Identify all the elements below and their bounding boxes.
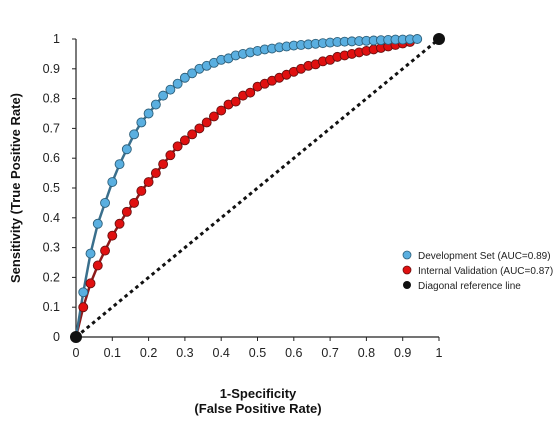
development-point [114, 159, 125, 170]
development-point [158, 90, 169, 101]
internal-validation-point [150, 168, 161, 179]
internal-validation-point [114, 218, 125, 229]
x-tick-label: 0.6 [285, 346, 302, 360]
development-point [92, 218, 103, 229]
x-axis-title-line2: (False Positive Rate) [194, 401, 321, 416]
x-ticks: 0 0.1 0.2 0.3 0.4 0.5 0.6 0.7 0.8 0.9 1 [73, 337, 443, 360]
y-axis-title: Sensitivity (True Positive Rate) [8, 93, 23, 283]
development-point [412, 34, 423, 44]
development-point [172, 78, 183, 89]
y-tick-label: 0.1 [43, 300, 60, 314]
x-axis-title-line1: 1-Specificity [220, 386, 297, 401]
internal-validation-point [230, 96, 241, 107]
development-point [187, 68, 198, 79]
x-tick-label: 0.9 [394, 346, 411, 360]
development-point [165, 84, 176, 95]
development-point [179, 72, 190, 83]
y-tick-label: 0.4 [43, 211, 60, 225]
x-tick-label: 0.5 [249, 346, 266, 360]
internal-validation-point [92, 260, 103, 271]
legend-marker-development [402, 250, 412, 260]
internal-validation-point [187, 129, 198, 140]
internal-validation-point [216, 105, 227, 116]
x-tick-label: 0 [73, 346, 80, 360]
internal-validation-point [158, 159, 169, 170]
x-tick-label: 0.7 [321, 346, 338, 360]
x-tick-label: 0.4 [213, 346, 230, 360]
development-point [107, 177, 118, 187]
internal-validation-point [245, 87, 256, 98]
internal-validation-point [165, 150, 176, 161]
internal-validation-point [208, 111, 219, 122]
y-tick-label: 1 [53, 32, 60, 46]
internal-validation-point [194, 123, 205, 134]
x-tick-label: 0.3 [176, 346, 193, 360]
development-point [85, 248, 96, 259]
development-point [121, 144, 132, 155]
internal-validation-point [107, 230, 118, 241]
legend-item-development: Development Set (AUC=0.89) [402, 250, 551, 262]
legend-item-diagonal: Diagonal reference line [403, 281, 521, 292]
y-tick-label: 0 [53, 330, 60, 344]
y-tick-label: 0.7 [43, 121, 60, 135]
internal-validation-point [172, 141, 183, 152]
legend: Development Set (AUC=0.89) Internal Vali… [402, 250, 553, 292]
development-point [150, 99, 161, 110]
internal-validation-point [85, 278, 96, 289]
y-tick-label: 0.8 [43, 92, 60, 106]
x-tick-label: 1 [436, 346, 443, 360]
internal-validation-point [143, 177, 154, 187]
y-tick-label: 0.9 [43, 62, 60, 76]
series-layer [70, 33, 445, 343]
development-point [143, 108, 154, 119]
legend-label-diagonal: Diagonal reference line [418, 281, 521, 292]
internal-validation-point [201, 117, 212, 128]
internal-validation-point [136, 186, 147, 196]
internal-validation-line [74, 40, 411, 338]
legend-marker-internal-validation [402, 265, 412, 275]
x-tick-label: 0.1 [104, 346, 121, 360]
legend-marker-diagonal [403, 281, 411, 289]
y-tick-label: 0.6 [43, 151, 60, 165]
y-tick-label: 0.5 [43, 181, 60, 195]
legend-label-development: Development Set (AUC=0.89) [418, 251, 551, 262]
development-point [136, 117, 147, 128]
development-point [78, 287, 89, 298]
diagonal-endpoint [433, 33, 445, 45]
y-tick-label: 0.3 [43, 241, 60, 255]
internal-validation-point [179, 135, 190, 146]
internal-validation-point [121, 206, 132, 217]
development-point [100, 197, 110, 208]
y-ticks: 0 0.1 0.2 0.3 0.4 0.5 0.6 0.7 0.8 0.9 1 [43, 32, 76, 344]
internal-validation-point [78, 302, 89, 313]
x-tick-label: 0.2 [140, 346, 157, 360]
legend-label-internal-validation: Internal Validation (AUC=0.87) [418, 266, 553, 277]
diagonal-line [75, 37, 440, 339]
internal-validation-point [129, 197, 140, 208]
y-tick-label: 0.2 [43, 270, 60, 284]
diagonal-endpoint [70, 331, 82, 343]
development-point [129, 129, 140, 140]
development-line [74, 37, 418, 338]
legend-item-internal-validation: Internal Validation (AUC=0.87) [402, 265, 553, 277]
x-tick-label: 0.8 [358, 346, 375, 360]
internal-validation-point [100, 245, 110, 256]
